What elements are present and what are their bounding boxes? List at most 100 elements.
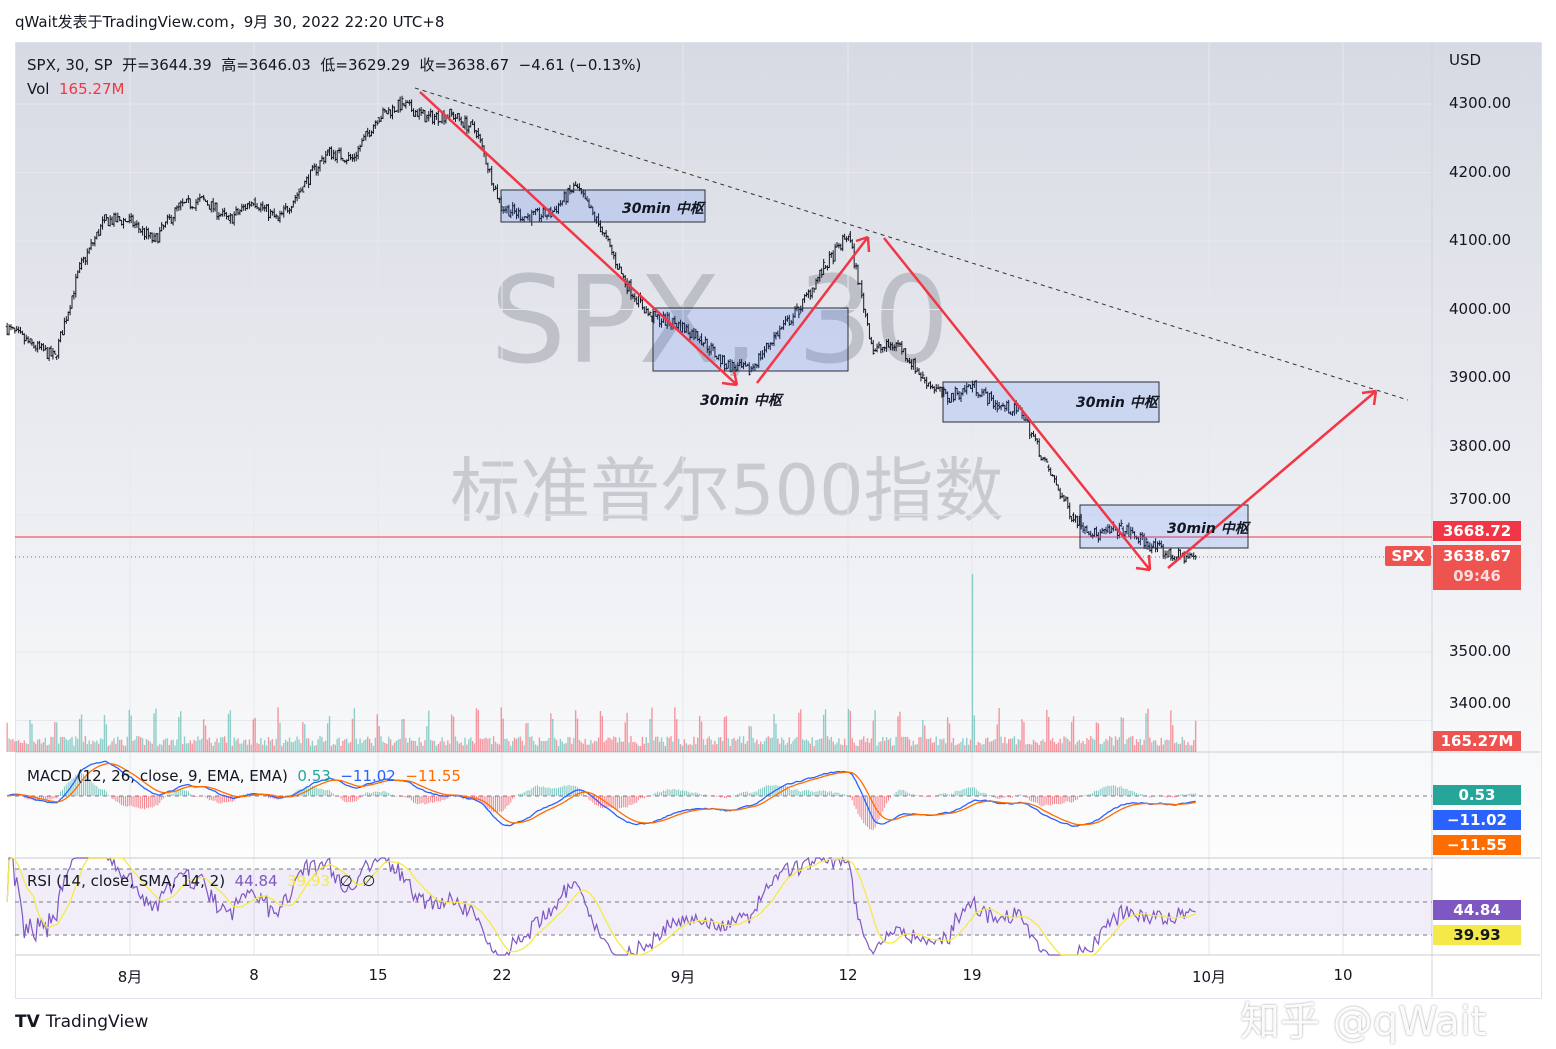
volume-bar <box>771 737 773 752</box>
volume-bar <box>677 738 680 752</box>
volume-bar <box>77 738 79 752</box>
volume-bar <box>626 712 628 752</box>
pivot-label: 30min 中枢 <box>1076 395 1158 411</box>
volume-bar <box>1046 709 1048 752</box>
macd-legend[interactable]: MACD (12, 26, close, 9, EMA, EMA) 0.53 −… <box>27 767 461 785</box>
volume-bar <box>1065 737 1067 752</box>
volume-bar <box>263 740 266 752</box>
volume-bar <box>918 737 920 752</box>
volume-bar <box>431 740 434 752</box>
volume-bar <box>628 742 630 752</box>
volume-bar <box>416 745 419 752</box>
volume-bar <box>731 739 733 752</box>
volume-bar <box>1061 743 1063 752</box>
volume-bar <box>616 742 619 752</box>
volume-bar <box>899 711 901 752</box>
volume-bar <box>1076 741 1079 752</box>
volume-bar <box>153 713 155 752</box>
rsi-extra: ∅ <box>362 872 376 890</box>
volume-bar <box>632 742 634 752</box>
volume-bar <box>983 743 985 752</box>
volume-bar <box>403 718 405 752</box>
volume-bar <box>36 739 39 752</box>
volume-bar <box>882 736 884 752</box>
volume-bar <box>134 739 136 752</box>
volume-bar <box>922 719 924 752</box>
volume-bar <box>826 736 829 752</box>
symbol-label[interactable]: SPX, 30, SP <box>27 56 113 74</box>
volume-bar <box>779 743 781 752</box>
volume-bar <box>883 740 886 752</box>
volume-bar <box>927 739 930 752</box>
volume-bar <box>740 742 743 752</box>
volume-bar <box>962 738 964 752</box>
volume-bar <box>969 739 972 752</box>
volume-bar <box>842 744 844 752</box>
volume-bar <box>592 743 594 752</box>
volume-bar <box>1086 738 1088 752</box>
volume-bar <box>1137 741 1140 752</box>
price-tick: 4200.00 <box>1449 162 1512 181</box>
volume-bar <box>517 737 520 752</box>
volume-bar <box>109 744 111 752</box>
volume-bar <box>98 743 100 752</box>
tradingview-logo[interactable]: 𝗧𝗩 TradingView <box>15 1012 148 1032</box>
volume-bar <box>223 736 226 752</box>
volume-bar <box>313 745 315 752</box>
volume-legend[interactable]: Vol 165.27M <box>27 80 124 98</box>
volume-bar <box>735 740 737 752</box>
volume-bar <box>519 736 522 752</box>
vol-label: Vol <box>27 80 50 98</box>
volume-bar <box>990 741 993 752</box>
volume-bar <box>44 737 47 752</box>
volume-bar <box>807 740 810 752</box>
volume-bar <box>71 736 73 752</box>
volume-bar <box>1135 739 1138 752</box>
volume-bar <box>294 740 296 752</box>
volume-bar <box>1116 739 1119 752</box>
watermark-name: 标准普尔500指数 <box>450 450 1004 532</box>
volume-bar <box>479 738 481 752</box>
volume-bar <box>485 737 487 752</box>
volume-bar <box>1032 739 1035 752</box>
volume-bar <box>94 742 96 752</box>
volume-bar <box>241 743 243 752</box>
pivot-boxes <box>500 189 1249 549</box>
volume-bar <box>559 738 562 752</box>
volume-bar <box>342 740 344 752</box>
volume-bar <box>222 737 224 752</box>
volume-bar <box>975 745 977 752</box>
volume-bar <box>365 739 367 752</box>
volume-bar <box>1189 745 1191 752</box>
volume-bar <box>21 743 24 752</box>
volume-bar <box>27 744 29 752</box>
volume-bar <box>784 744 787 752</box>
volume-bar <box>395 740 398 752</box>
volume-bar <box>387 736 390 752</box>
volume-bar <box>147 740 150 752</box>
volume-bar <box>542 741 544 752</box>
volume-bar <box>1034 741 1037 752</box>
volume-bar <box>290 741 293 752</box>
volume-bar <box>1149 737 1151 752</box>
volume-bar <box>935 736 937 752</box>
volume-bar <box>691 744 693 752</box>
volume-bar <box>363 740 365 752</box>
volume-bar <box>765 737 768 752</box>
volume-bar <box>992 740 995 752</box>
volume-bar <box>1006 743 1008 752</box>
rsi-legend[interactable]: RSI (14, close, SMA, 14, 2) 44.84 39.93 … <box>27 872 375 890</box>
volume-bar <box>138 736 140 752</box>
volume-bar <box>351 718 354 752</box>
volume-bar <box>305 738 308 752</box>
chart-frame[interactable] <box>15 42 1542 999</box>
volume-bar <box>1070 722 1073 752</box>
rsi-sma-tag: 39.93 <box>1433 925 1521 945</box>
volume-bar <box>773 713 775 752</box>
tv-logo-icon: 𝗧𝗩 <box>15 1012 40 1032</box>
arrow-down <box>883 237 1152 572</box>
volume-bar <box>1055 744 1058 752</box>
volume-bar <box>141 738 144 752</box>
volume-bar <box>529 737 531 752</box>
